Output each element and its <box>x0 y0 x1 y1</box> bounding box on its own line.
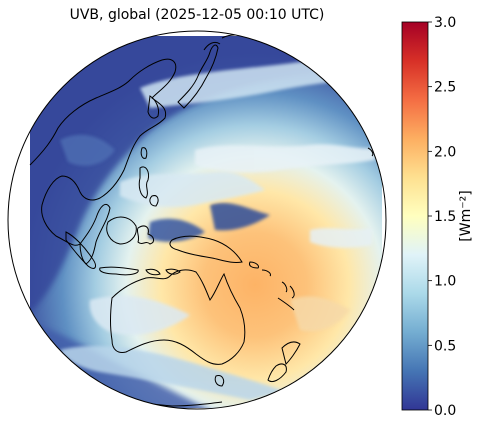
colorbar: 0.0 0.5 1.0 1.5 2.0 2.5 3.0 [Wm⁻²] <box>401 15 474 419</box>
colorbar-tick-label: 3.0 <box>434 15 456 31</box>
colorbar-label: [Wm⁻²] <box>458 190 474 241</box>
uvb-field <box>30 36 382 408</box>
colorbar-tick-label: 0.0 <box>434 403 456 419</box>
colorbar-tick-label: 1.5 <box>434 209 456 225</box>
colorbar-gradient <box>401 21 429 411</box>
colorbar-ticks: 0.0 0.5 1.0 1.5 2.0 2.5 3.0 <box>428 15 456 419</box>
colorbar-tick-label: 1.0 <box>434 274 456 290</box>
colorbar-tick-label: 2.0 <box>434 144 456 160</box>
globe <box>7 30 387 410</box>
colorbar-tick-label: 2.5 <box>434 80 456 96</box>
colorbar-tick-label: 0.5 <box>434 338 456 354</box>
coastlines <box>29 34 374 407</box>
map-title: UVB, global (2025-12-05 00:10 UTC) <box>70 7 325 23</box>
globe-outline <box>7 30 387 410</box>
